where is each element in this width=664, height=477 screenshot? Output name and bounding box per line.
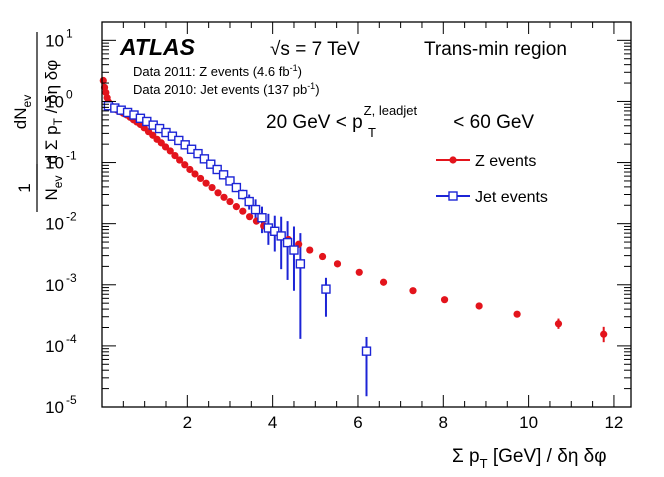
jet-event-point xyxy=(244,196,254,207)
plot-frame xyxy=(101,21,632,408)
legend-jet-label: Jet events xyxy=(475,189,548,206)
z-event-point xyxy=(554,320,563,328)
y-tick-exponent: 0 xyxy=(66,87,73,101)
jet-event-point xyxy=(225,176,235,186)
jet-event-point xyxy=(321,284,331,294)
z-event-point xyxy=(181,161,189,169)
x-tick-label: 4 xyxy=(268,413,277,432)
y-tick-exponent: -1 xyxy=(66,149,77,163)
jet-event-point xyxy=(282,237,293,248)
jet-event-point xyxy=(231,182,242,193)
y-tick-label: 10 xyxy=(45,215,64,234)
z-event-point xyxy=(513,310,521,318)
jet-event-point xyxy=(212,164,222,175)
z-event-point xyxy=(208,183,216,192)
jet-event-point xyxy=(276,231,286,241)
y-tick-label: 10 xyxy=(45,92,64,111)
legend: Z events Jet events xyxy=(436,153,548,206)
jet-event-point xyxy=(206,159,216,169)
z-event-point xyxy=(409,287,417,295)
z-event-point xyxy=(186,165,194,174)
data-note-z: Data 2011: Z events (4.6 fb-1) xyxy=(133,63,302,79)
z-event-point xyxy=(318,252,327,261)
svg-text:1: 1 xyxy=(15,183,34,192)
y-tick-exponent: -4 xyxy=(66,332,77,346)
x-tick-label: 12 xyxy=(604,413,623,432)
z-event-point xyxy=(202,179,210,187)
z-event-point xyxy=(440,296,449,304)
y-tick-label: 10 xyxy=(45,276,64,295)
legend-z-marker xyxy=(449,156,457,164)
y-tick-exponent: -3 xyxy=(66,271,77,285)
y-tick-label: 10 xyxy=(45,398,64,417)
chart-title: Trans-min region xyxy=(424,39,567,60)
svg-text:Nev: Nev xyxy=(42,176,65,201)
jet-event-point xyxy=(250,204,261,215)
x-axis-label: Σ pT [GeV] / δη δφ xyxy=(452,446,607,471)
legend-z-label: Z events xyxy=(475,153,536,170)
y-tick-exponent: 1 xyxy=(66,26,73,40)
z-event-point xyxy=(214,189,222,197)
y-tick-exponent: -5 xyxy=(66,393,77,407)
y-tick-label: 10 xyxy=(45,31,64,50)
jet-event-point xyxy=(193,148,203,159)
z-event-point xyxy=(306,246,314,254)
energy-label: √s = 7 TeV xyxy=(270,39,360,60)
z-event-point xyxy=(220,193,228,201)
atlas-label: ATLAS xyxy=(119,34,196,60)
data-note-jet: Data 2010: Jet events (137 pb-1) xyxy=(133,81,320,97)
z-event-point xyxy=(161,143,170,151)
jet-event-point xyxy=(295,259,306,269)
z-event-point xyxy=(196,174,205,183)
x-tick-label: 6 xyxy=(353,413,362,432)
z-event-point xyxy=(239,207,247,215)
z-event-point xyxy=(475,302,483,310)
y-axis-label: 1 Nev dNev d Σ pT / δη δφ xyxy=(11,32,65,212)
z-event-point xyxy=(379,278,388,286)
z-event-point xyxy=(333,260,342,268)
z-event-point xyxy=(355,268,363,276)
jet-event-point xyxy=(289,245,299,255)
y-tick-exponent: -2 xyxy=(66,210,77,224)
z-event-point xyxy=(246,213,254,221)
jet-event-point xyxy=(257,213,267,223)
jet-event-point xyxy=(199,154,210,164)
svg-text:d Σ pT / δη δφ: d Σ pT / δη δφ xyxy=(42,60,65,165)
jet-event-point xyxy=(238,189,248,200)
z-event-point xyxy=(600,330,608,338)
cut-label: 20 GeV < pZ, leadjet T < 60 GeV xyxy=(266,103,534,140)
y-tick-label: 10 xyxy=(45,154,64,173)
y-tick-label: 10 xyxy=(45,337,64,356)
x-tick-label: 10 xyxy=(519,413,538,432)
jet-event-point xyxy=(361,346,372,356)
z-event-point xyxy=(166,147,174,155)
jet-event-point xyxy=(218,170,229,180)
z-event-point xyxy=(232,203,240,211)
z-event-point xyxy=(171,151,179,160)
z-event-point xyxy=(226,197,234,206)
x-tick-label: 8 xyxy=(439,413,448,432)
z-event-point xyxy=(176,156,184,164)
legend-jet-marker xyxy=(448,191,458,201)
z-event-point xyxy=(191,170,199,178)
svg-text:dNev: dNev xyxy=(11,95,34,129)
x-tick-label: 2 xyxy=(183,413,192,432)
